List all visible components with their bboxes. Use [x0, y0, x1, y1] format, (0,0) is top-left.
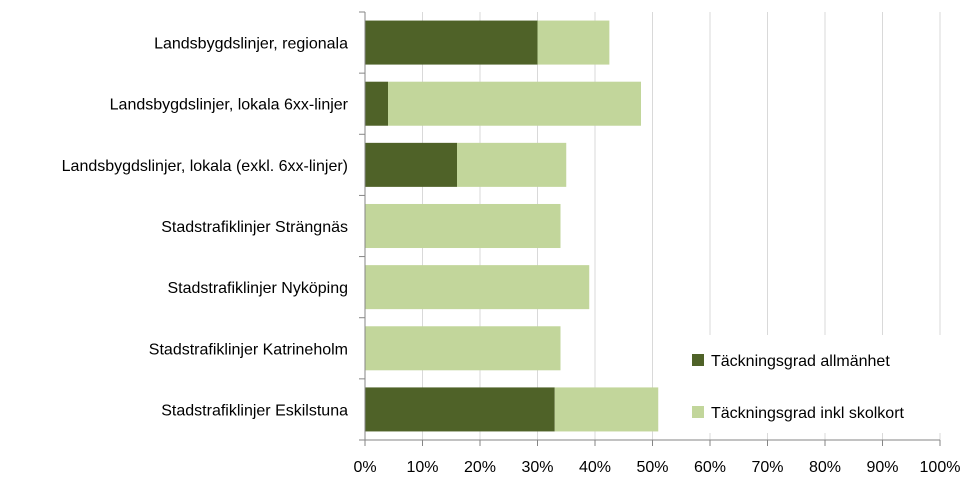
bar-inkl-skolkort: [554, 387, 659, 432]
legend-label: Täckningsgrad allmänhet: [711, 353, 890, 370]
x-tick-label: 20%: [464, 459, 496, 476]
bar-inkl-skolkort: [365, 203, 561, 249]
x-tick-label: 50%: [636, 459, 668, 476]
bar-inkl-skolkort: [388, 81, 641, 126]
bar-allmanhet: [365, 142, 457, 187]
bar-allmanhet: [365, 387, 555, 432]
x-tick-label: 40%: [579, 459, 611, 476]
legend-swatch: [692, 406, 704, 418]
bars: [365, 20, 659, 432]
legend: Täckningsgrad allmänhet Täckningsgrad ink…: [680, 335, 942, 433]
x-tick-label: 70%: [751, 459, 783, 476]
legend-swatch: [692, 354, 704, 366]
legend-label: Täckningsgrad inkl skolkort: [711, 405, 905, 422]
x-tick-label: 80%: [809, 459, 841, 476]
category-labels: Landsbygdslinjer, regionala Landsbygdslin…: [62, 36, 349, 420]
x-tick-labels: 0% 10% 20% 30% 40% 50% 60% 70% 80% 90% 100%: [353, 459, 960, 476]
category-label: Landsbygdslinjer, lokala (exkl. 6xx-linj…: [62, 158, 348, 175]
x-tick-label: 90%: [866, 459, 898, 476]
category-label: Landsbygdslinjer, regionala: [154, 36, 348, 53]
x-tick-label: 30%: [521, 459, 553, 476]
category-label: Stadstrafiklinjer Katrineholm: [149, 341, 348, 358]
bar-allmanhet: [365, 81, 388, 126]
category-label: Stadstrafiklinjer Nyköping: [167, 280, 348, 297]
bar-inkl-skolkort: [365, 326, 561, 371]
x-tick-label: 100%: [920, 459, 961, 476]
bar-inkl-skolkort: [365, 265, 590, 310]
legend-background: [680, 335, 942, 433]
x-tick-label: 60%: [694, 459, 726, 476]
axes: [359, 11, 941, 446]
bar-inkl-skolkort: [457, 142, 567, 187]
category-label: Stadstrafiklinjer Strängnäs: [161, 219, 348, 236]
category-label: Landsbygdslinjer, lokala 6xx-linjer: [110, 97, 349, 114]
x-tick-label: 10%: [406, 459, 438, 476]
x-tick-label: 0%: [353, 459, 376, 476]
bar-inkl-skolkort: [537, 20, 610, 65]
bar-allmanhet: [365, 20, 538, 65]
category-label: Stadstrafiklinjer Eskilstuna: [161, 402, 348, 419]
